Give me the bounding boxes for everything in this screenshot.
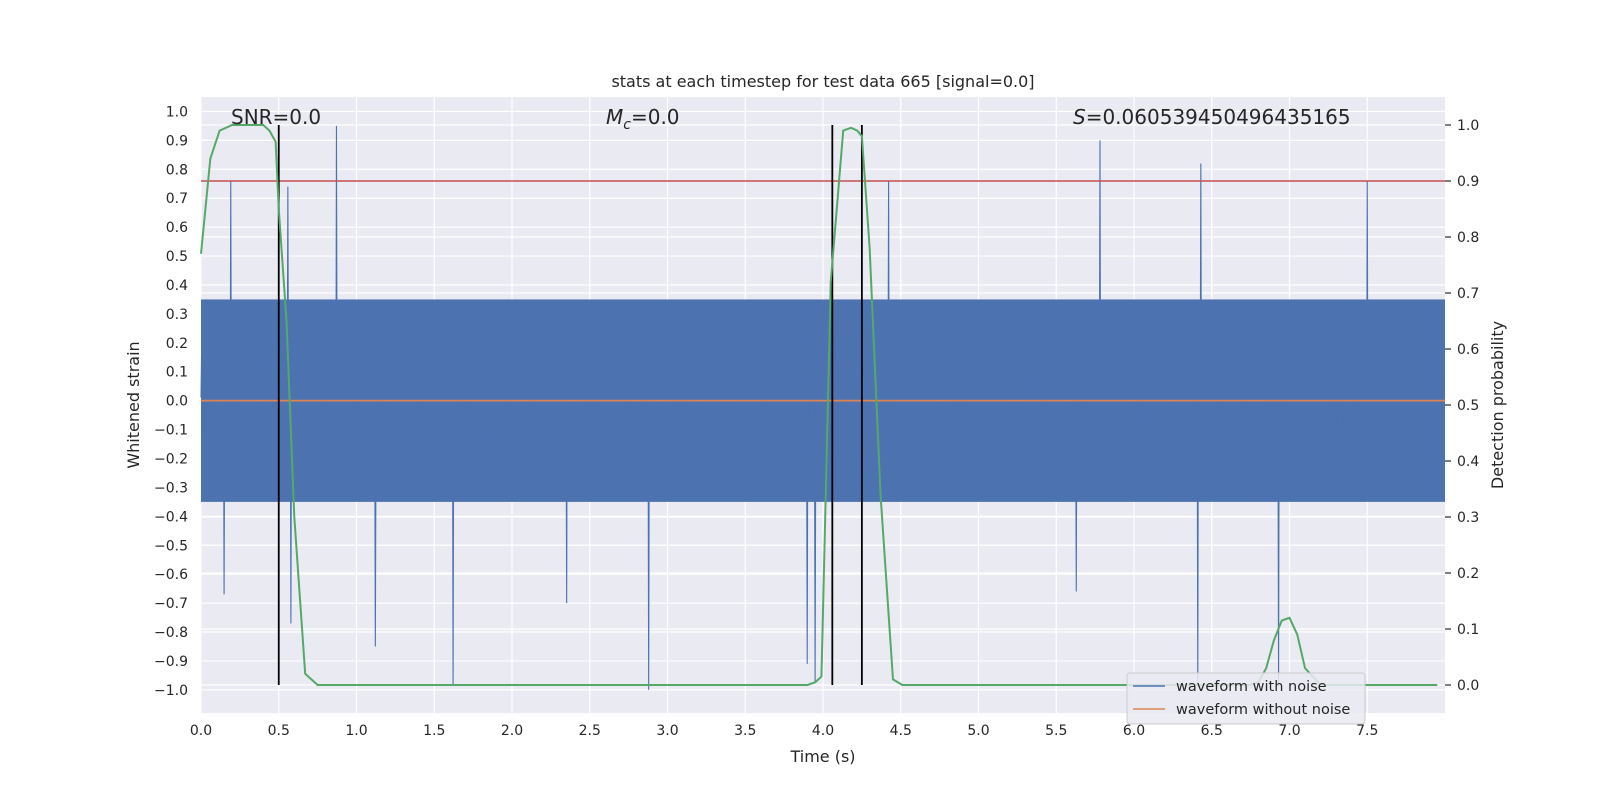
y-tick-label: 0.5: [166, 249, 188, 265]
y-tick-label: 0.6: [166, 220, 188, 236]
y-tick-label: 0.1: [166, 365, 188, 381]
noise-waveform-line: [200, 125, 1445, 690]
y-tick-label: −0.3: [154, 480, 188, 496]
y-right-tick-label: 0.1: [1457, 622, 1479, 638]
data-layer: [200, 124, 1445, 690]
y-tick-label: −0.2: [154, 452, 188, 468]
chart-title: stats at each timestep for test data 665…: [611, 72, 1034, 91]
y-right-tick-label: 0.3: [1457, 510, 1479, 526]
chirp-mass-symbol: M: [606, 105, 623, 129]
x-tick-label: 6.5: [1201, 723, 1223, 739]
y-tick-label: 0.8: [166, 162, 188, 178]
y-right-tick-label: 0.0: [1457, 678, 1479, 694]
y-tick-label: −0.8: [154, 625, 188, 641]
x-tick-label: 4.5: [890, 723, 912, 739]
y-tick-label: −0.9: [154, 654, 188, 670]
y-tick-label: 0.3: [166, 307, 188, 323]
y-right-tick-label: 0.8: [1457, 230, 1479, 246]
y-right-tick-label: 0.9: [1457, 174, 1479, 190]
y-tick-label: 0.9: [166, 133, 188, 149]
y-right-tick-label: 0.5: [1457, 398, 1479, 414]
s-value: =0.060539450496435165: [1086, 105, 1351, 129]
x-tick-label: 1.5: [423, 723, 445, 739]
y-tick-label: 0.2: [166, 336, 188, 352]
x-tick-label: 5.5: [1045, 723, 1067, 739]
chirp-mass-value: =0.0: [631, 105, 680, 129]
axis-layer: 0.0 0.5 1.0 1.5 2.0 2.5 3.0 3.5 4.0 4.5 5.0 5.5 6.0 6…: [154, 104, 1479, 739]
x-tick-label: 2.5: [579, 723, 601, 739]
y-tick-label: 0.4: [166, 278, 188, 294]
detection-probability-line: [200, 124, 1438, 686]
x-tick-label: 5.0: [967, 723, 989, 739]
x-tick-label: 0.5: [268, 723, 290, 739]
y-tick-label: 0.0: [166, 394, 188, 410]
x-axis-label: Time (s): [789, 747, 855, 766]
y-right-tick-label: 0.6: [1457, 342, 1479, 358]
y-right-axis-label: Detection probability: [1488, 321, 1507, 489]
y-tick-label: −1.0: [154, 683, 188, 699]
x-tick-label: 6.0: [1123, 723, 1145, 739]
y-right-tick-label: 0.4: [1457, 454, 1479, 470]
y-axis-label: Whitened strain: [124, 341, 143, 468]
y-tick-label: −0.1: [154, 423, 188, 439]
x-tick-label: 2.0: [501, 723, 523, 739]
y-tick-label: 1.0: [166, 104, 188, 120]
chirp-mass-annotation: Mc=0.0: [606, 105, 680, 133]
y-tick-label: −0.6: [154, 567, 188, 583]
x-tick-label: 0.0: [190, 723, 212, 739]
s-annotation: S=0.060539450496435165: [1073, 105, 1351, 129]
legend-box: [1126, 672, 1366, 725]
legend: waveform with noise waveform without noi…: [1126, 672, 1366, 725]
legend-label-noise: waveform with noise: [1176, 679, 1327, 695]
y-tick-label: −0.4: [154, 509, 188, 525]
y-tick-label: −0.7: [154, 596, 188, 612]
s-symbol: S: [1073, 105, 1086, 129]
y-right-tick-label: 0.2: [1457, 566, 1479, 582]
y-tick-label: −0.5: [154, 538, 188, 554]
x-tick-label: 7.5: [1356, 723, 1378, 739]
x-tick-label: 4.0: [812, 723, 834, 739]
y-right-tick-label: 1.0: [1457, 118, 1479, 134]
chirp-mass-subscript: c: [623, 117, 631, 133]
x-tick-label: 7.0: [1278, 723, 1300, 739]
y-tick-label: 0.7: [166, 191, 188, 207]
snr-annotation: SNR=0.0: [231, 105, 321, 129]
legend-label-clean: waveform without noise: [1176, 702, 1350, 718]
x-tick-label: 3.5: [734, 723, 756, 739]
x-tick-label: 3.0: [656, 723, 678, 739]
x-tick-label: 1.0: [345, 723, 367, 739]
y-right-tick-label: 0.7: [1457, 286, 1479, 302]
